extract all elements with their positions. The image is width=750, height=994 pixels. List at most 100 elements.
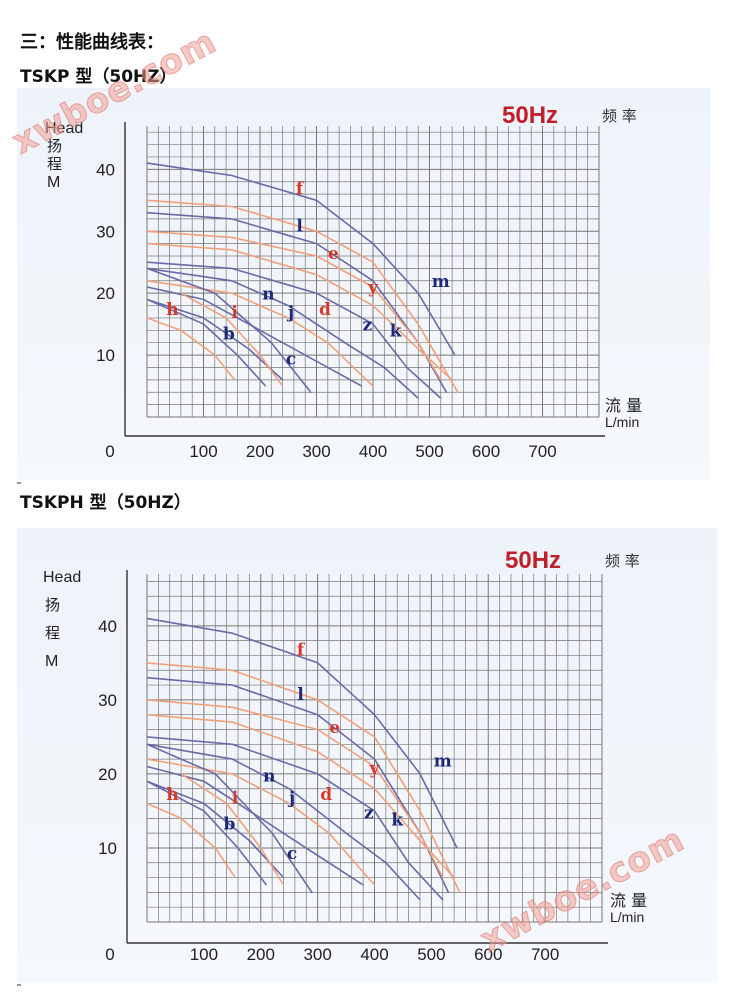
- series-line-m: [146, 162, 456, 356]
- series-label-k: k: [390, 322, 403, 342]
- series-line-n: [146, 286, 363, 387]
- series-line-i: [180, 773, 285, 886]
- x-axis-label-flow: 流 量: [610, 891, 647, 910]
- series-label-m: m: [434, 752, 452, 772]
- grid: [146, 574, 603, 923]
- y-tick-label: 10: [96, 346, 115, 365]
- series-line-y: [146, 242, 453, 381]
- y-axis-label-unit: M: [47, 174, 60, 191]
- series-label-y: y: [367, 278, 379, 298]
- y-axis-label-unit: M: [45, 653, 58, 670]
- series-line-f: [146, 662, 461, 894]
- series-line-y: [146, 713, 455, 879]
- series-label-e: e: [329, 718, 340, 738]
- series-label-d: d: [320, 785, 332, 805]
- x-tick-label: 0: [105, 442, 114, 461]
- series-line-d: [146, 758, 376, 886]
- series-label-y: y: [369, 759, 381, 779]
- series-line-m: [146, 617, 458, 849]
- series-label-f: f: [297, 640, 306, 660]
- x-tick-label: 500: [417, 945, 445, 964]
- series-label-b: b: [223, 325, 235, 345]
- x-tick-label: 100: [189, 442, 217, 461]
- x-tick-label: 600: [472, 442, 500, 461]
- series-label-z: z: [363, 315, 373, 335]
- x-tick-label: 400: [360, 945, 388, 964]
- chart-title-tskph: TSKPH 型（50HZ）: [20, 493, 191, 513]
- y-tick-label: 40: [96, 160, 115, 179]
- y-tick-label: 30: [96, 222, 115, 241]
- series-label-h: h: [166, 300, 178, 320]
- series-line-d: [146, 280, 374, 387]
- series-label-d: d: [319, 300, 331, 320]
- frequency-label: 频 率: [602, 107, 637, 125]
- series-label-c: c: [286, 349, 296, 369]
- performance-chart-tskph: 0 100 200 300 400 500 600 700 10 20 30 40 Head 扬程M 流 量…: [43, 547, 647, 964]
- chart-title-tskp: TSKP 型（50HZ）: [20, 67, 177, 87]
- x-tick-label: 100: [190, 945, 218, 964]
- series-line-h: [146, 802, 236, 879]
- section-heading: 三：性能曲线表：: [20, 32, 164, 53]
- x-axis-label-unit: L/min: [605, 414, 639, 430]
- series-line-c: [146, 267, 312, 394]
- series-line-k: [146, 261, 442, 400]
- series-line-i: [180, 292, 284, 387]
- series-line-f: [146, 199, 459, 394]
- series-label-n: n: [262, 284, 274, 304]
- series-line-z: [146, 743, 421, 901]
- series-label-h: h: [166, 785, 178, 805]
- x-tick-label: 0: [105, 945, 114, 964]
- series-label-e: e: [328, 244, 339, 264]
- series-label-c: c: [287, 844, 297, 864]
- y-tick-label: 30: [98, 691, 117, 710]
- separator-mark: [17, 984, 21, 986]
- x-tick-label: 500: [415, 442, 443, 461]
- series-label-j: j: [287, 789, 295, 809]
- series-label-m: m: [432, 272, 450, 292]
- grid: [146, 126, 600, 418]
- series-line-c: [146, 743, 313, 894]
- y-tick-label: 20: [96, 284, 115, 303]
- series-label-l: l: [297, 685, 304, 705]
- series-label-z: z: [364, 803, 374, 823]
- series-line-b: [146, 298, 267, 387]
- y-tick-label: 20: [98, 765, 117, 784]
- y-axis-label-cheng: 程: [45, 624, 60, 642]
- series-label-j: j: [286, 303, 294, 323]
- x-tick-label: 700: [531, 945, 559, 964]
- chart-panel-tskph: 0 100 200 300 400 500 600 700 10 20 30 40 Head 扬程 M 流 量…: [17, 528, 717, 982]
- series-label-n: n: [263, 766, 275, 786]
- series-line-j: [146, 780, 285, 879]
- y-axis-label-yang: 扬: [47, 137, 62, 155]
- y-tick-label: 10: [98, 839, 117, 858]
- series-label-i: i: [231, 303, 238, 323]
- x-tick-label: 200: [246, 442, 274, 461]
- series-line-j: [146, 298, 284, 381]
- frequency-badge: 50Hz: [502, 102, 558, 129]
- x-tick-label: 600: [474, 945, 502, 964]
- series-line-b: [146, 780, 268, 886]
- x-axis-label-flow: 流 量: [605, 396, 642, 415]
- series-line-h: [146, 317, 236, 381]
- y-axis-label-head: Head: [43, 569, 81, 586]
- series-label-l: l: [296, 216, 303, 236]
- x-axis-label-unit: L/min: [610, 909, 644, 925]
- series-line-k: [146, 736, 444, 901]
- series-line-z: [146, 267, 420, 400]
- x-tick-label: 300: [302, 442, 330, 461]
- frequency-label: 频 率: [605, 552, 640, 570]
- frequency-badge: 50Hz: [505, 547, 561, 574]
- y-tick-label: 40: [98, 617, 117, 636]
- x-tick-label: 300: [303, 945, 331, 964]
- series-label-b: b: [224, 814, 236, 834]
- series-line-e: [146, 699, 444, 879]
- y-axis-label-head: Head: [45, 120, 83, 137]
- series-label-i: i: [232, 789, 239, 809]
- chart-panel-tskp: 0 100 200 300 400 500 600 700 10 20 30 40 Head 扬程 M 流 量…: [17, 88, 710, 480]
- series-label-f: f: [296, 179, 305, 199]
- x-tick-label: 700: [528, 442, 556, 461]
- series-group: fl e m y kz d nj c ib h: [146, 162, 459, 400]
- series-line-n: [146, 765, 364, 886]
- x-tick-label: 400: [359, 442, 387, 461]
